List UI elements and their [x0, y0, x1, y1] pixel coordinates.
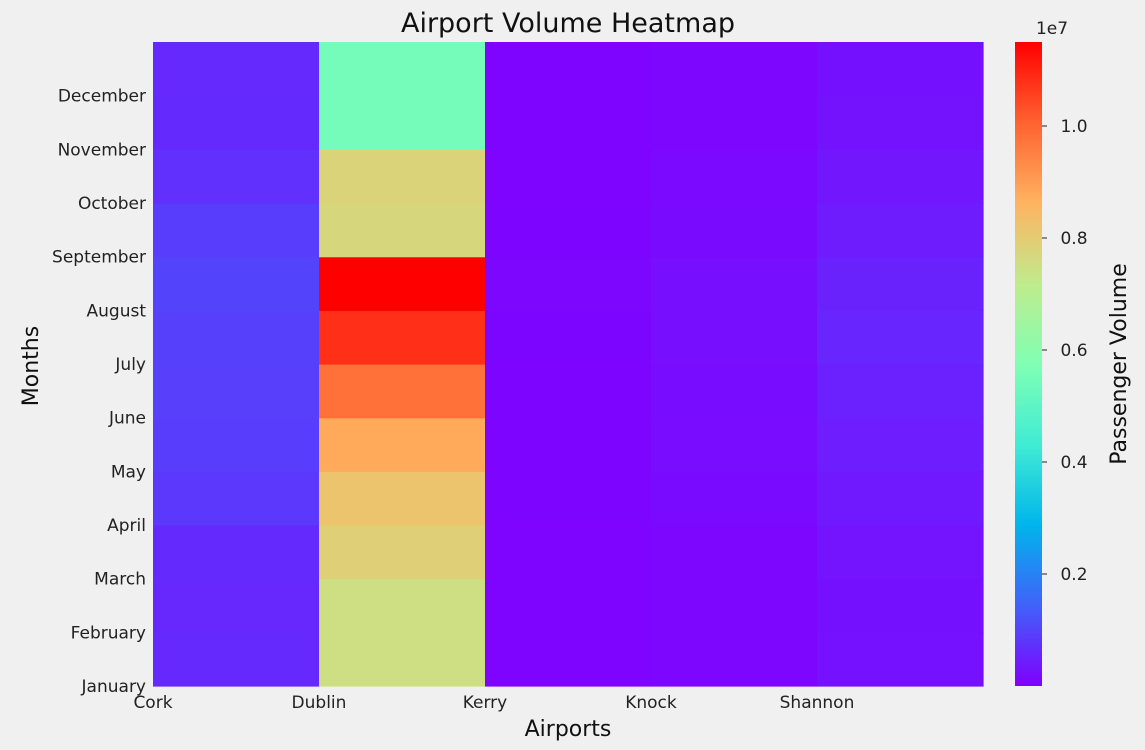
heatmap-cell: [319, 95, 486, 150]
heatmap-cell: [319, 42, 486, 97]
heatmap-cell: [651, 42, 818, 97]
x-tick-label: Shannon: [780, 693, 855, 713]
colorbar-offset-label: 1e7: [1036, 19, 1068, 39]
heatmap-cell: [651, 95, 818, 150]
heatmap-cell: [319, 149, 486, 204]
heatmap-cell: [485, 42, 652, 97]
heatmap-cell: [651, 417, 818, 472]
heatmap-cell: [651, 203, 818, 258]
y-axis-title: Months: [19, 326, 44, 406]
heatmap-cell: [651, 310, 818, 365]
heatmap-cell: [153, 203, 320, 258]
heatmap-cell: [153, 417, 320, 472]
heatmap-cell: [485, 632, 652, 687]
colorbar-tick-label: 0.6: [1060, 341, 1087, 361]
colorbar-ticks: 0.2 0.4 0.6 0.8 1.0: [1042, 117, 1088, 585]
heatmap-cell: [651, 364, 818, 419]
heatmap-cell: [817, 95, 984, 150]
heatmap-cell: [651, 578, 818, 633]
heatmap-cell: [651, 256, 818, 311]
heatmap-cell: [153, 149, 320, 204]
heatmap-cell: [319, 203, 486, 258]
heatmap-cell: [153, 310, 320, 365]
heatmap-cell: [153, 471, 320, 526]
heatmap-cell: [319, 310, 486, 365]
colorbar-tick-label: 0.8: [1060, 229, 1087, 249]
y-tick-label: August: [87, 301, 147, 321]
y-tick-label: May: [111, 462, 146, 482]
heatmap-cell: [817, 149, 984, 204]
heatmap-cell: [153, 632, 320, 687]
heatmap-cell: [817, 578, 984, 633]
heatmap-cell: [153, 578, 320, 633]
heatmap-cell: [319, 471, 486, 526]
heatmap-cell: [817, 471, 984, 526]
heatmap-cell: [485, 417, 652, 472]
y-tick-label: January: [81, 677, 146, 697]
y-tick-label: November: [58, 140, 146, 160]
y-tick-label: December: [58, 87, 146, 107]
y-tick-label: June: [108, 409, 146, 429]
heatmap-cell: [651, 632, 818, 687]
colorbar-label: Passenger Volume: [1107, 263, 1132, 465]
heatmap-cell: [485, 203, 652, 258]
heatmap-cell: [153, 256, 320, 311]
heatmap-cell: [319, 632, 486, 687]
heatmap-cell: [817, 632, 984, 687]
heatmap-cell: [817, 525, 984, 580]
heatmap-cell: [153, 525, 320, 580]
heatmap-cell: [319, 256, 486, 311]
colorbar-tick-label: 0.2: [1060, 565, 1087, 585]
heatmap-cell: [817, 42, 984, 97]
x-tick-label: Kerry: [463, 693, 508, 713]
heatmap-cell: [817, 310, 984, 365]
x-axis-title: Airports: [525, 717, 612, 742]
heatmap-cell: [485, 471, 652, 526]
chart-title: Airport Volume Heatmap: [401, 8, 735, 39]
heatmap-cell: [817, 364, 984, 419]
heatmap-cell: [651, 471, 818, 526]
heatmap-cell: [651, 525, 818, 580]
y-tick-labels: January February March April May June July Augu…: [52, 87, 146, 697]
heatmap-cell: [319, 525, 486, 580]
y-tick-label: July: [114, 355, 146, 375]
heatmap-cell: [153, 95, 320, 150]
x-tick-label: Dublin: [292, 693, 347, 713]
colorbar: [1015, 42, 1042, 686]
heatmap-cell: [319, 417, 486, 472]
heatmap-cell: [153, 364, 320, 419]
y-tick-label: September: [52, 248, 146, 268]
heatmap-cell: [319, 364, 486, 419]
x-tick-label: Cork: [133, 693, 172, 713]
heatmap-cell: [485, 525, 652, 580]
colorbar-tick-label: 0.4: [1060, 453, 1087, 473]
heatmap-cell: [651, 149, 818, 204]
heatmap-cell: [485, 578, 652, 633]
heatmap-cells: [153, 42, 984, 687]
y-tick-label: February: [71, 623, 146, 643]
y-tick-label: March: [94, 570, 146, 590]
heatmap-cell: [817, 256, 984, 311]
y-tick-label: October: [78, 194, 146, 214]
heatmap-cell: [817, 203, 984, 258]
heatmap-cell: [485, 310, 652, 365]
colorbar-tick-label: 1.0: [1060, 117, 1087, 137]
heatmap-cell: [485, 256, 652, 311]
heatmap-cell: [153, 42, 320, 97]
x-tick-label: Knock: [625, 693, 677, 713]
heatmap-cell: [817, 417, 984, 472]
heatmap-cell: [485, 149, 652, 204]
heatmap-cell: [485, 364, 652, 419]
x-tick-labels: Cork Dublin Kerry Knock Shannon: [133, 693, 854, 713]
y-tick-label: April: [107, 516, 146, 536]
heatmap-cell: [485, 95, 652, 150]
heatmap-cell: [319, 578, 486, 633]
